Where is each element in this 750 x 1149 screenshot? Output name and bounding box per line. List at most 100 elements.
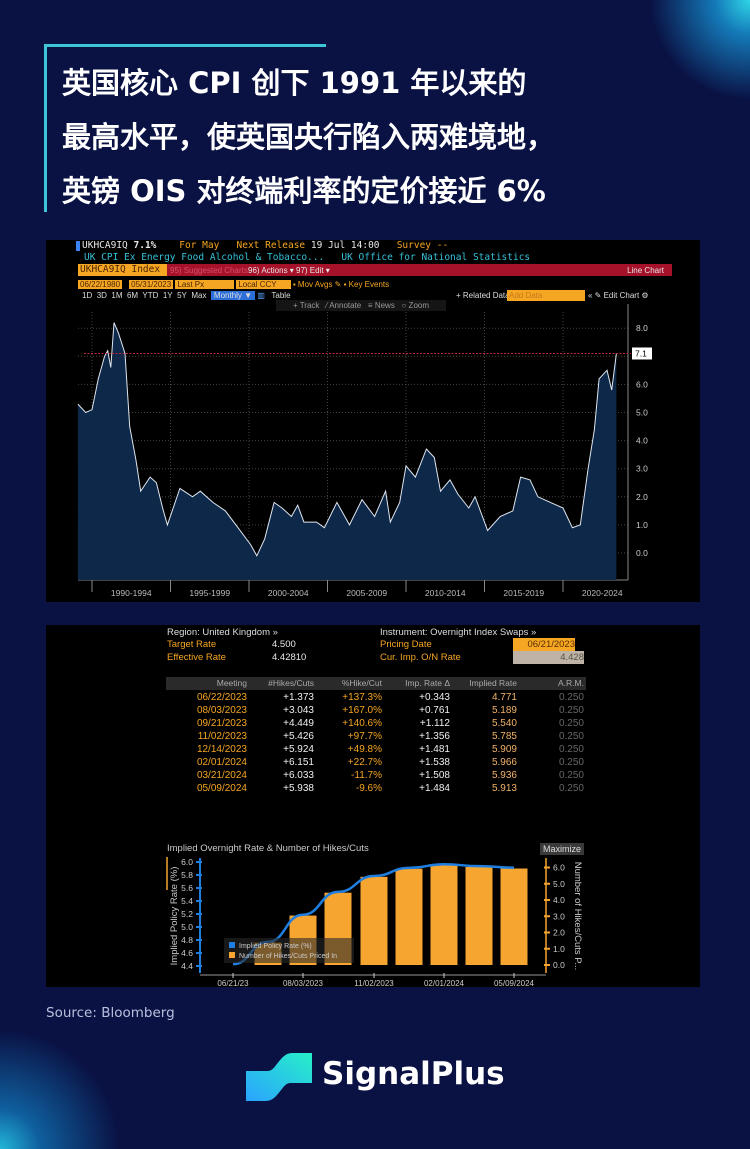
cell-hikes-cuts: +3.043 (283, 705, 314, 716)
column-header-imp-rate-delta: Imp. Rate Δ (405, 678, 450, 688)
cell-implied-rate: 5.913 (491, 783, 517, 794)
edit-menu[interactable]: 97) Edit ▾ (296, 266, 330, 275)
cell-arm: 0.250 (558, 770, 584, 781)
cell-hikes-cuts: +6.151 (283, 757, 314, 768)
related-data-button[interactable]: + Related Data (456, 291, 510, 300)
key-events-toggle[interactable]: Key Events (348, 280, 390, 289)
chart-title: Implied Overnight Rate & Number of Hikes… (167, 843, 369, 854)
cell-pct-hike-cut: +22.7% (347, 757, 382, 768)
period-max[interactable]: Max (191, 291, 207, 300)
y-tick-label: 0.0 (636, 548, 648, 558)
y-tick-label: 2.0 (636, 492, 648, 502)
mov-avgs-toggle[interactable]: Mov Avgs (297, 280, 333, 289)
add-data-input[interactable]: Add Data (507, 290, 585, 301)
cell-hikes-cuts: +4.449 (283, 718, 314, 729)
title-frame (46, 44, 326, 47)
period-5y[interactable]: 5Y (177, 291, 187, 300)
cell-imp-rate-delta: +1.484 (419, 783, 450, 794)
y2-tick-label: 6.0 (553, 863, 565, 873)
period-6m[interactable]: 6M (126, 291, 139, 300)
period-ytd[interactable]: YTD (142, 291, 159, 300)
x-tick-label: 05/09/2024 (494, 979, 535, 987)
end-date-field[interactable]: 05/31/2023 (129, 280, 174, 289)
hikes-bar (360, 876, 388, 965)
y-tick-label: 5.0 (181, 922, 193, 932)
period-3d[interactable]: 3D (96, 291, 107, 300)
currency-field[interactable]: Local CCY (236, 280, 291, 289)
y-tick-label: 5.8 (181, 870, 193, 880)
news-tool[interactable]: ≡ News (367, 301, 395, 310)
source-note: Source: Bloomberg (46, 1005, 175, 1021)
zoom-tool[interactable]: ○ Zoom (401, 301, 430, 310)
price-field[interactable]: Last Px (175, 280, 235, 289)
start-date-field[interactable]: 06/22/1980 (78, 280, 123, 289)
cell-arm: 0.250 (558, 744, 584, 755)
implied-rate-line (232, 862, 515, 966)
data-source: UK Office for National Statistics (341, 252, 531, 263)
bloomberg-ois-monitor: Region: United Kingdom » Target Rate 4.5… (46, 625, 700, 987)
y-axis-label: Implied Policy Rate (%) (169, 867, 180, 966)
hikes-bar (465, 866, 493, 965)
title-frame (44, 44, 47, 212)
actions-menu[interactable]: 96) Actions ▾ (248, 266, 294, 275)
last-value-box (632, 347, 652, 360)
column-header-meeting: Meeting (216, 678, 247, 688)
next-release: 19 Jul 14:00 (310, 240, 380, 251)
frequency-select[interactable]: Monthly ▼ (210, 291, 256, 300)
cell-imp-rate-delta: +1.538 (419, 757, 450, 768)
survey-label: Survey (396, 240, 432, 251)
cell-hikes-cuts: +5.938 (283, 783, 314, 794)
y-tick-label: 4.4 (181, 961, 193, 971)
legend-box (224, 938, 354, 963)
region-selector[interactable]: Region: United Kingdom » (167, 627, 278, 638)
annotate-tool[interactable]: ⁄ Annotate (326, 301, 362, 310)
pricing-date-label: Pricing Date (380, 639, 432, 650)
cell-meeting: 05/09/2024 (196, 783, 247, 794)
cell-pct-hike-cut: +140.6% (342, 718, 382, 729)
chart-icon[interactable]: ▥ (257, 291, 265, 300)
headline-line: 英国核心 CPI 创下 1991 年以来的 (62, 66, 527, 100)
ticker-marker (76, 241, 80, 251)
y-tick-label: 8.0 (636, 323, 648, 333)
column-header-hikes-cuts: #Hikes/Cuts (268, 678, 314, 688)
cell-arm: 0.250 (558, 705, 584, 716)
chart-type: Line Chart (627, 266, 664, 275)
column-header-pct-hike-cut: %Hike/Cut (341, 678, 382, 688)
security-field[interactable]: UKHCA9IQ Index (78, 264, 167, 276)
period-1d[interactable]: 1D (82, 291, 93, 300)
cell-imp-rate-delta: +1.112 (419, 718, 450, 729)
effective-rate-label: Effective Rate (167, 652, 226, 663)
cur-rate-value: 4.428 (513, 651, 584, 664)
maximize-button[interactable]: Maximize (540, 843, 584, 855)
cell-implied-rate: 5.189 (491, 705, 517, 716)
last-value-label: 7.1 (635, 348, 647, 358)
period-1y[interactable]: 1Y (162, 291, 173, 300)
cpi-line (77, 322, 617, 557)
table-button[interactable]: Table (271, 291, 291, 300)
track-tool[interactable]: + Track (292, 301, 320, 310)
cell-meeting: 09/21/2023 (196, 718, 247, 729)
cell-implied-rate: 5.936 (491, 770, 517, 781)
column-header-arm: A.R.M. (558, 678, 584, 688)
survey-value: -- (436, 240, 449, 251)
cell-hikes-cuts: +5.924 (283, 744, 314, 755)
signalplus-logo-icon (246, 1053, 312, 1101)
security-description: UK CPI Ex Energy Food Alcohol & Tobacco.… (84, 252, 325, 263)
period-1m[interactable]: 1M (111, 291, 123, 300)
legend-label: Implied Policy Rate (%) (239, 943, 312, 950)
suggested-charts-button[interactable]: 95) Suggested Charts (170, 266, 248, 275)
cell-pct-hike-cut: -9.6% (355, 783, 382, 794)
hikes-bar (500, 868, 528, 965)
x-tick-label: 2010-2014 (425, 588, 466, 598)
cell-meeting: 06/22/2023 (196, 692, 247, 703)
y2-axis-label: Number of Hikes/Cuts P... (572, 862, 583, 971)
cell-implied-rate: 5.540 (491, 718, 517, 729)
pricing-date-input[interactable]: 06/21/2023 (513, 638, 575, 651)
cur-rate-label: Cur. Imp. O/N Rate (380, 652, 461, 663)
cell-meeting: 11/02/2023 (197, 731, 247, 742)
instrument-selector[interactable]: Instrument: Overnight Index Swaps » (380, 627, 537, 638)
brand-name: SignalPlus (322, 1056, 505, 1092)
target-rate-value: 4.500 (272, 639, 296, 650)
edit-chart-button[interactable]: « ✎ Edit Chart ⚙ (588, 291, 649, 300)
y-tick-label: 4.0 (636, 436, 648, 446)
